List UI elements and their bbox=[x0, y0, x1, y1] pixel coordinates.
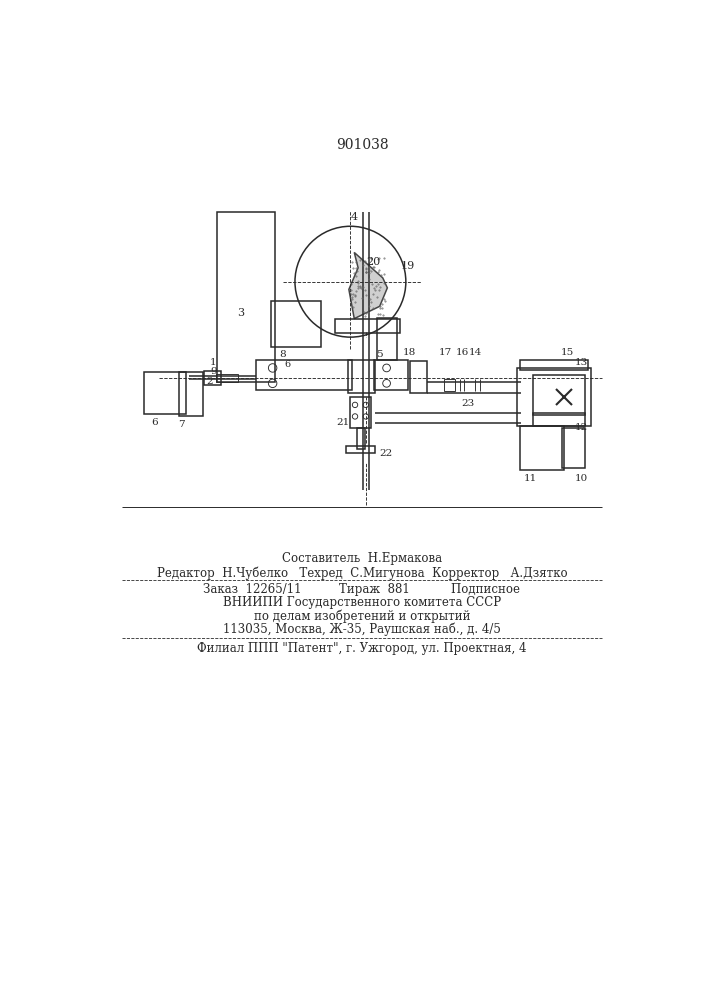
Text: 8: 8 bbox=[279, 350, 286, 359]
Bar bbox=[256, 360, 352, 389]
Text: Заказ  12265/11          Тираж  881           Подписное: Заказ 12265/11 Тираж 881 Подписное bbox=[204, 583, 520, 596]
Bar bbox=[350, 397, 371, 428]
Text: 20: 20 bbox=[366, 257, 380, 267]
Text: 18: 18 bbox=[403, 348, 416, 357]
Bar bbox=[204, 371, 221, 385]
Bar bbox=[179, 372, 204, 416]
Text: Филиал ППП "Патент", г. Ужгород, ул. Проектная, 4: Филиал ППП "Патент", г. Ужгород, ул. Про… bbox=[197, 642, 527, 655]
Bar bbox=[217, 212, 275, 382]
Text: 13: 13 bbox=[575, 358, 588, 367]
Bar bbox=[518, 368, 590, 426]
Text: 21: 21 bbox=[336, 418, 349, 427]
Text: Составитель  Н.Ермакова: Составитель Н.Ермакова bbox=[282, 552, 442, 565]
Text: Редактор  Н.Чубелко   Техред  С.Мигунова  Корректор   А.Дзятко: Редактор Н.Чубелко Техред С.Мигунова Кор… bbox=[157, 566, 567, 580]
Text: 10: 10 bbox=[575, 474, 588, 483]
Text: 15: 15 bbox=[561, 348, 574, 357]
Text: 9: 9 bbox=[210, 367, 216, 376]
Bar bbox=[444, 379, 455, 391]
Text: 1: 1 bbox=[210, 358, 216, 367]
Text: 7: 7 bbox=[177, 420, 185, 429]
Text: 19: 19 bbox=[401, 261, 415, 271]
Text: 16: 16 bbox=[456, 348, 469, 357]
Text: 4: 4 bbox=[351, 212, 358, 222]
Bar bbox=[271, 301, 321, 347]
Text: 17: 17 bbox=[439, 348, 452, 357]
Text: по делам изобретений и открытий: по делам изобретений и открытий bbox=[254, 609, 470, 623]
Bar bbox=[348, 360, 375, 393]
Text: 6: 6 bbox=[284, 360, 291, 369]
Bar bbox=[335, 319, 400, 333]
Bar bbox=[357, 428, 365, 449]
Text: 23: 23 bbox=[461, 399, 474, 408]
Text: 6: 6 bbox=[151, 418, 158, 427]
Text: 2: 2 bbox=[206, 377, 213, 386]
Bar bbox=[373, 360, 408, 389]
Text: 12: 12 bbox=[575, 424, 588, 432]
Text: 3: 3 bbox=[237, 308, 244, 318]
Text: 5: 5 bbox=[375, 350, 382, 359]
Text: ВНИИПИ Государственного комитета СССР: ВНИИПИ Государственного комитета СССР bbox=[223, 596, 501, 609]
Bar bbox=[144, 372, 187, 414]
Bar bbox=[378, 318, 397, 360]
Text: 14: 14 bbox=[469, 348, 481, 357]
Text: 113035, Москва, Ж-35, Раушская наб., д. 4/5: 113035, Москва, Ж-35, Раушская наб., д. … bbox=[223, 622, 501, 636]
Bar bbox=[216, 374, 238, 382]
Text: 901038: 901038 bbox=[336, 138, 388, 152]
Polygon shape bbox=[349, 252, 387, 319]
Bar bbox=[520, 426, 563, 470]
Bar bbox=[409, 361, 426, 393]
Bar bbox=[562, 428, 585, 468]
Text: 22: 22 bbox=[379, 449, 392, 458]
Bar bbox=[346, 446, 375, 453]
Bar bbox=[533, 413, 585, 426]
Text: 11: 11 bbox=[524, 474, 537, 483]
Bar bbox=[520, 360, 588, 370]
Bar bbox=[533, 375, 585, 415]
